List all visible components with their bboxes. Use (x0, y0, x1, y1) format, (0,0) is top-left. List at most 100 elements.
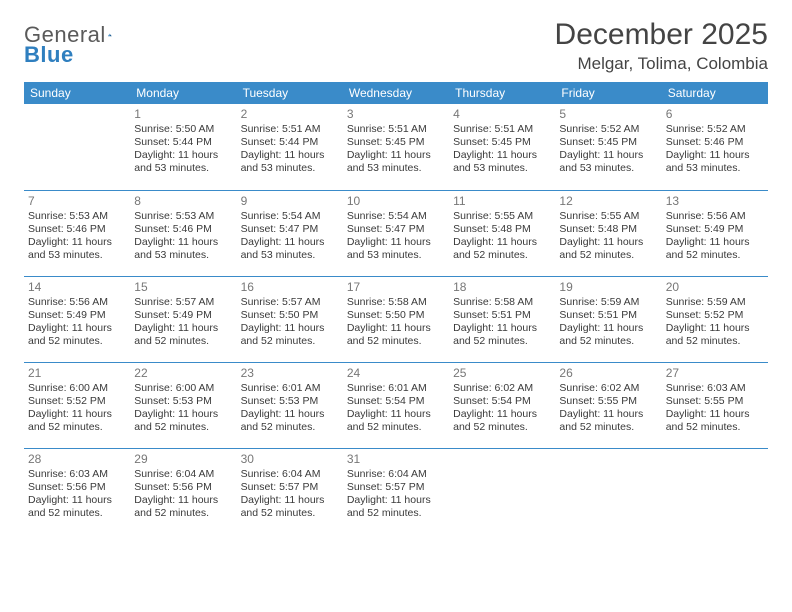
dl1-label: Daylight: 11 hours (559, 236, 657, 249)
day-number: 18 (453, 280, 551, 295)
day-number: 12 (559, 194, 657, 209)
sunrise-label: Sunrise: 6:01 AM (347, 382, 445, 395)
day-number: 3 (347, 107, 445, 122)
sunset-label: Sunset: 5:44 PM (134, 136, 232, 149)
dl1-label: Daylight: 11 hours (453, 236, 551, 249)
sunrise-label: Sunrise: 5:55 AM (559, 210, 657, 223)
day-number: 21 (28, 366, 126, 381)
calendar-cell: 1Sunrise: 5:50 AMSunset: 5:44 PMDaylight… (130, 104, 236, 190)
sunrise-label: Sunrise: 5:57 AM (134, 296, 232, 309)
calendar-cell: 17Sunrise: 5:58 AMSunset: 5:50 PMDayligh… (343, 276, 449, 362)
dl2-label: and 52 minutes. (134, 507, 232, 520)
sunset-label: Sunset: 5:45 PM (347, 136, 445, 149)
calendar-row: 14Sunrise: 5:56 AMSunset: 5:49 PMDayligh… (24, 276, 768, 362)
sunset-label: Sunset: 5:47 PM (241, 223, 339, 236)
dl2-label: and 53 minutes. (559, 162, 657, 175)
calendar-cell: 9Sunrise: 5:54 AMSunset: 5:47 PMDaylight… (237, 190, 343, 276)
sunset-label: Sunset: 5:55 PM (666, 395, 764, 408)
dl2-label: and 52 minutes. (453, 335, 551, 348)
sunrise-label: Sunrise: 5:56 AM (28, 296, 126, 309)
dl1-label: Daylight: 11 hours (559, 149, 657, 162)
sunset-label: Sunset: 5:55 PM (559, 395, 657, 408)
dl2-label: and 53 minutes. (666, 162, 764, 175)
sunset-label: Sunset: 5:51 PM (559, 309, 657, 322)
calendar-cell: 13Sunrise: 5:56 AMSunset: 5:49 PMDayligh… (662, 190, 768, 276)
calendar-cell: 21Sunrise: 6:00 AMSunset: 5:52 PMDayligh… (24, 362, 130, 448)
dl1-label: Daylight: 11 hours (666, 149, 764, 162)
calendar-cell: 6Sunrise: 5:52 AMSunset: 5:46 PMDaylight… (662, 104, 768, 190)
sunrise-label: Sunrise: 6:04 AM (134, 468, 232, 481)
day-number: 20 (666, 280, 764, 295)
sunrise-label: Sunrise: 5:53 AM (134, 210, 232, 223)
day-number: 16 (241, 280, 339, 295)
sunset-label: Sunset: 5:51 PM (453, 309, 551, 322)
calendar-cell: 12Sunrise: 5:55 AMSunset: 5:48 PMDayligh… (555, 190, 661, 276)
dl1-label: Daylight: 11 hours (28, 494, 126, 507)
sunset-label: Sunset: 5:57 PM (347, 481, 445, 494)
sunset-label: Sunset: 5:45 PM (559, 136, 657, 149)
day-number: 10 (347, 194, 445, 209)
calendar-cell (449, 448, 555, 534)
dl1-label: Daylight: 11 hours (241, 494, 339, 507)
sunrise-label: Sunrise: 5:53 AM (28, 210, 126, 223)
day-number: 6 (666, 107, 764, 122)
dl1-label: Daylight: 11 hours (453, 408, 551, 421)
dl1-label: Daylight: 11 hours (134, 408, 232, 421)
dl1-label: Daylight: 11 hours (347, 494, 445, 507)
weekday-header: Wednesday (343, 82, 449, 104)
sunrise-label: Sunrise: 5:51 AM (453, 123, 551, 136)
dl1-label: Daylight: 11 hours (559, 408, 657, 421)
sunrise-label: Sunrise: 5:57 AM (241, 296, 339, 309)
dl1-label: Daylight: 11 hours (666, 322, 764, 335)
logo-word-2-wrap: Blue (24, 42, 74, 68)
sunset-label: Sunset: 5:44 PM (241, 136, 339, 149)
weekday-header: Thursday (449, 82, 555, 104)
calendar-cell: 14Sunrise: 5:56 AMSunset: 5:49 PMDayligh… (24, 276, 130, 362)
sunset-label: Sunset: 5:46 PM (666, 136, 764, 149)
calendar-table: Sunday Monday Tuesday Wednesday Thursday… (24, 82, 768, 534)
sunrise-label: Sunrise: 5:58 AM (453, 296, 551, 309)
dl2-label: and 52 minutes. (28, 335, 126, 348)
dl2-label: and 52 minutes. (241, 421, 339, 434)
calendar-row: 7Sunrise: 5:53 AMSunset: 5:46 PMDaylight… (24, 190, 768, 276)
calendar-cell: 2Sunrise: 5:51 AMSunset: 5:44 PMDaylight… (237, 104, 343, 190)
dl1-label: Daylight: 11 hours (241, 236, 339, 249)
day-number: 25 (453, 366, 551, 381)
dl2-label: and 52 minutes. (453, 421, 551, 434)
sunrise-label: Sunrise: 6:04 AM (241, 468, 339, 481)
dl1-label: Daylight: 11 hours (347, 322, 445, 335)
day-number: 13 (666, 194, 764, 209)
day-number: 22 (134, 366, 232, 381)
page-title: December 2025 (555, 18, 768, 52)
sunrise-label: Sunrise: 5:50 AM (134, 123, 232, 136)
sunset-label: Sunset: 5:49 PM (134, 309, 232, 322)
dl2-label: and 52 minutes. (241, 507, 339, 520)
day-number: 15 (134, 280, 232, 295)
day-number: 19 (559, 280, 657, 295)
header: General December 2025 Melgar, Tolima, Co… (24, 18, 768, 74)
calendar-cell: 30Sunrise: 6:04 AMSunset: 5:57 PMDayligh… (237, 448, 343, 534)
sunrise-label: Sunrise: 6:04 AM (347, 468, 445, 481)
day-number: 8 (134, 194, 232, 209)
sunrise-label: Sunrise: 6:03 AM (666, 382, 764, 395)
sunset-label: Sunset: 5:56 PM (28, 481, 126, 494)
calendar-cell: 3Sunrise: 5:51 AMSunset: 5:45 PMDaylight… (343, 104, 449, 190)
calendar-cell: 20Sunrise: 5:59 AMSunset: 5:52 PMDayligh… (662, 276, 768, 362)
sunset-label: Sunset: 5:54 PM (347, 395, 445, 408)
dl2-label: and 53 minutes. (241, 162, 339, 175)
sunset-label: Sunset: 5:49 PM (666, 223, 764, 236)
dl1-label: Daylight: 11 hours (28, 322, 126, 335)
sunrise-label: Sunrise: 5:58 AM (347, 296, 445, 309)
sunrise-label: Sunrise: 6:00 AM (134, 382, 232, 395)
day-number: 30 (241, 452, 339, 467)
dl2-label: and 52 minutes. (347, 335, 445, 348)
calendar-cell (662, 448, 768, 534)
day-number: 2 (241, 107, 339, 122)
sunset-label: Sunset: 5:53 PM (134, 395, 232, 408)
calendar-cell: 31Sunrise: 6:04 AMSunset: 5:57 PMDayligh… (343, 448, 449, 534)
sunrise-label: Sunrise: 6:03 AM (28, 468, 126, 481)
calendar-cell: 24Sunrise: 6:01 AMSunset: 5:54 PMDayligh… (343, 362, 449, 448)
sunrise-label: Sunrise: 6:01 AM (241, 382, 339, 395)
sunset-label: Sunset: 5:48 PM (453, 223, 551, 236)
dl2-label: and 53 minutes. (453, 162, 551, 175)
